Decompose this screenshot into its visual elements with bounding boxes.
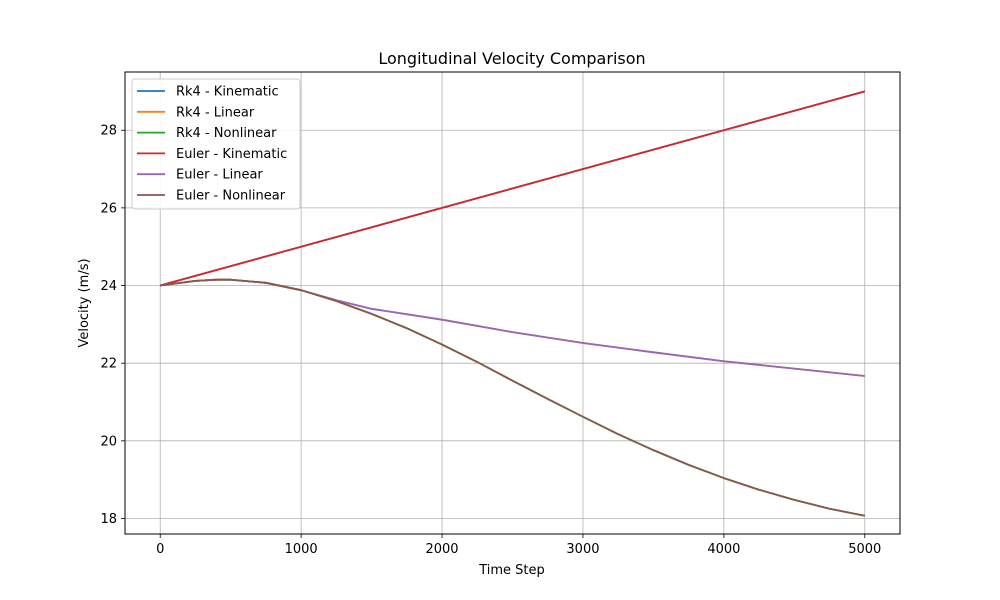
series-group	[159, 90, 866, 517]
y-tick-label: 24	[100, 279, 117, 294]
x-ticks: 0 1000 2000 3000 4000 5000	[156, 534, 881, 557]
x-tick-label: 0	[156, 542, 164, 557]
x-tick-label: 2000	[425, 542, 458, 557]
legend-label: Rk4 - Nonlinear	[176, 126, 277, 141]
y-ticks: 18 20 22 24 26 28	[100, 124, 125, 527]
y-tick-label: 22	[100, 357, 117, 372]
y-tick-label: 18	[100, 512, 117, 527]
legend-label: Rk4 - Kinematic	[176, 85, 279, 100]
y-tick-label: 26	[100, 201, 117, 216]
x-tick-label: 1000	[285, 542, 318, 557]
chart-title: Longitudinal Velocity Comparison	[378, 49, 645, 68]
series-line-3	[159, 90, 866, 287]
x-axis-label: Time Step	[478, 563, 545, 578]
grid	[125, 72, 900, 534]
y-axis-label: Velocity (m/s)	[77, 258, 92, 347]
legend-label: Euler - Kinematic	[176, 147, 287, 162]
legend-label: Euler - Linear	[176, 168, 263, 183]
series-line-5	[160, 278, 865, 517]
x-tick-label: 3000	[566, 542, 599, 557]
plot-frame	[124, 71, 901, 535]
y-tick-label: 20	[100, 434, 117, 449]
legend-label: Rk4 - Linear	[176, 105, 255, 120]
legend: Rk4 - Kinematic Rk4 - Linear Rk4 - Nonline…	[131, 78, 301, 210]
y-tick-label: 28	[100, 124, 117, 139]
x-tick-label: 4000	[707, 542, 740, 557]
legend-label: Euler - Nonlinear	[176, 189, 286, 204]
legend-box	[131, 78, 301, 210]
x-tick-label: 5000	[848, 542, 881, 557]
